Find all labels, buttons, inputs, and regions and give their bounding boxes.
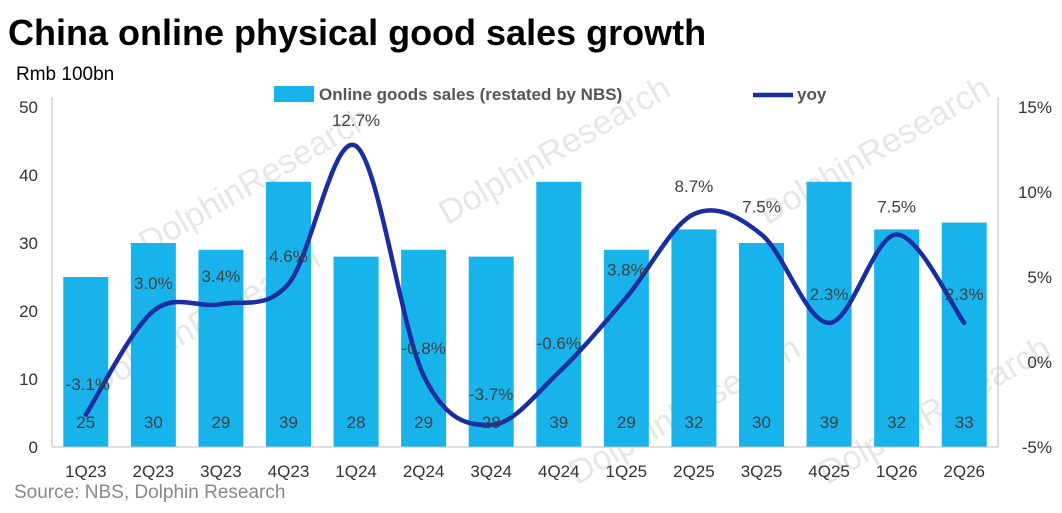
bar-value-label: 30	[752, 413, 771, 432]
bar-value-label: 39	[820, 413, 839, 432]
bar-series	[63, 181, 987, 448]
bar-3Q24	[468, 256, 514, 447]
bar-1Q23	[63, 277, 109, 447]
line-labels: -3.1% 3.0% 3.4% 4.6% 12.7% -0.8% -3.7% -0.6% 3.8…	[66, 111, 984, 404]
bar-2Q26	[941, 222, 987, 447]
y-right-tick: 0%	[1027, 353, 1052, 372]
line-value-label: 7.5%	[877, 198, 916, 217]
bar-value-label: 39	[279, 413, 298, 432]
bar-4Q23	[266, 181, 311, 448]
bar-4Q24	[536, 181, 582, 448]
y-right-tick: 10%	[1018, 183, 1052, 202]
bar-2Q23	[130, 243, 176, 447]
x-tick: 3Q23	[200, 462, 242, 481]
bar-2Q24	[401, 249, 447, 447]
bar-1Q25	[603, 249, 649, 447]
bar-value-label: 28	[482, 413, 501, 432]
line-value-label: 12.7%	[332, 111, 380, 130]
x-tick: 2Q24	[403, 462, 445, 481]
line-value-label: -3.7%	[469, 385, 513, 404]
x-tick: 1Q25	[606, 462, 648, 481]
line-value-label: -0.6%	[537, 334, 581, 353]
y-left-tick: 30	[19, 234, 38, 253]
y-left-tick: 50	[19, 98, 38, 117]
bar-value-label: 30	[144, 413, 163, 432]
y-right-tick: -5%	[1022, 438, 1052, 457]
line-value-label: 7.5%	[742, 198, 781, 217]
yoy-line	[83, 142, 967, 428]
bar-value-label: 29	[617, 413, 636, 432]
x-tick: 2Q23	[133, 462, 175, 481]
line-value-label: -0.8%	[401, 339, 445, 358]
y-right-tick: 5%	[1027, 268, 1052, 287]
bar-value-label: 33	[955, 413, 974, 432]
x-tick: 1Q24	[335, 462, 377, 481]
line-value-label: 4.6%	[269, 247, 308, 266]
x-tick: 1Q26	[876, 462, 918, 481]
x-tick: 3Q25	[741, 462, 783, 481]
x-tick: 4Q23	[268, 462, 310, 481]
legend-bar-label: Online goods sales (restated by NBS)	[319, 85, 622, 104]
y-left-axis-label: Rmb 100bn	[16, 64, 115, 85]
legend-bar-swatch	[274, 86, 314, 102]
bar-1Q26	[874, 229, 920, 447]
y-right-tick: 15%	[1018, 98, 1052, 117]
bar-3Q23	[198, 249, 244, 447]
x-tick: 4Q25	[808, 462, 850, 481]
chart-title: China online physical good sales growth	[8, 12, 707, 53]
bar-value-label: 29	[414, 413, 433, 432]
bar-2Q25	[671, 229, 717, 447]
line-value-label: 3.8%	[607, 260, 646, 279]
line-value-label: 3.0%	[134, 274, 173, 293]
line-value-label: 2.3%	[810, 285, 849, 304]
bar-value-label: 39	[549, 413, 568, 432]
yoy-line-series	[83, 142, 967, 428]
x-tick: 4Q24	[538, 462, 580, 481]
bar-value-label: 29	[211, 413, 230, 432]
legend: Online goods sales (restated by NBS) yoy	[274, 85, 827, 104]
bar-1Q24	[333, 256, 379, 447]
y-left-tick: 40	[19, 166, 38, 185]
bar-labels: 25 30 29 39 28 29 28 39 29 32 30 39 32 33	[76, 413, 973, 432]
bar-value-label: 32	[887, 413, 906, 432]
line-value-label: -3.1%	[66, 375, 110, 394]
x-tick: 3Q24	[470, 462, 512, 481]
bar-value-label: 32	[684, 413, 703, 432]
line-value-label: 3.4%	[202, 267, 241, 286]
x-tick: 2Q25	[673, 462, 715, 481]
line-value-label: 2.3%	[945, 285, 984, 304]
axes: 0 10 20 30 40 50 -5% 0% 5% 10% 15% 1Q23 2Q23 3Q23 4Q23…	[19, 97, 1052, 481]
bar-value-label: 28	[347, 413, 366, 432]
x-tick: 1Q23	[65, 462, 107, 481]
x-tick: 2Q26	[943, 462, 985, 481]
bar-value-label: 25	[76, 413, 95, 432]
y-left-tick: 10	[19, 370, 38, 389]
line-value-label: 8.7%	[675, 177, 714, 196]
bar-3Q25	[739, 243, 784, 447]
y-left-tick: 0	[29, 438, 38, 457]
legend-line-label: yoy	[797, 85, 827, 104]
source-note: Source: NBS, Dolphin Research	[14, 482, 286, 503]
y-left-tick: 20	[19, 302, 38, 321]
